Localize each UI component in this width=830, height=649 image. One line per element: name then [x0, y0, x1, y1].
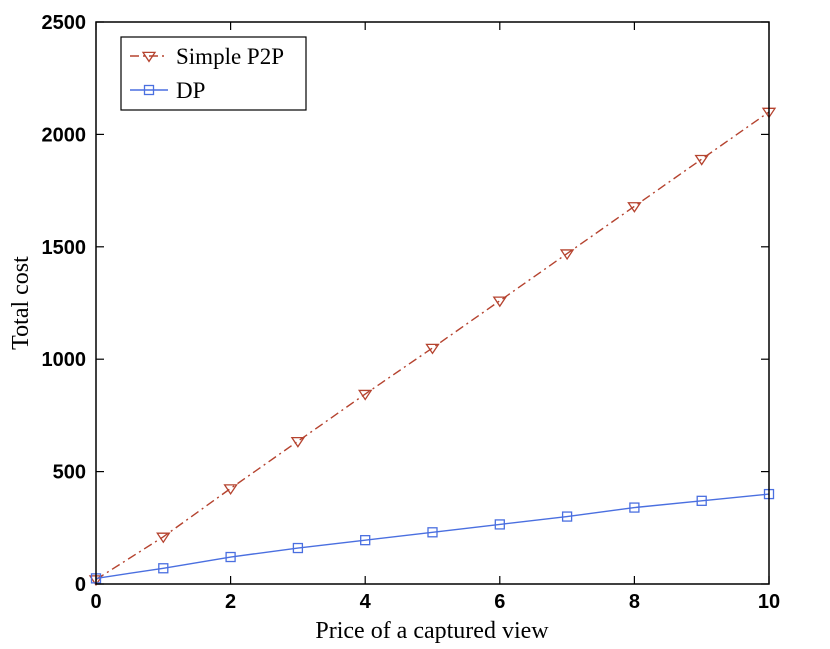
y-tick-label: 2000 [42, 124, 87, 146]
legend-label: DP [176, 78, 205, 103]
y-tick-label: 500 [53, 462, 86, 484]
data-point [360, 535, 371, 546]
series-0 [88, 107, 777, 587]
series-line [95, 493, 770, 580]
data-point [696, 495, 707, 506]
x-tick-label: 8 [629, 591, 640, 613]
x-tick-label: 4 [360, 591, 372, 613]
data-point [425, 343, 440, 355]
legend-entry: DP [130, 78, 205, 103]
data-point [427, 527, 438, 538]
data-point [290, 437, 306, 448]
x-axis-ticks: 0 2 4 6 8 10 [90, 22, 780, 613]
data-point [158, 563, 169, 574]
y-tick-label: 0 [75, 574, 86, 596]
data-point [292, 542, 304, 554]
x-axis-label: Price of a captured view [315, 618, 549, 644]
series-1 [90, 488, 775, 584]
x-tick-label: 10 [758, 591, 780, 613]
data-point [629, 502, 640, 513]
x-tick-label: 0 [90, 591, 101, 613]
data-point [357, 389, 373, 401]
legend-entry: Simple P2P [130, 44, 284, 69]
plot-frame [95, 21, 770, 585]
y-tick-label: 2500 [42, 12, 87, 34]
data-point [559, 249, 575, 261]
data-point [561, 511, 573, 522]
y-axis-ticks: 0 500 1000 1500 2000 2500 [42, 12, 769, 596]
series-layer [88, 107, 777, 587]
data-point [225, 551, 236, 563]
x-tick-label: 2 [225, 591, 236, 613]
legend-marker [141, 51, 157, 63]
data-point [494, 519, 505, 530]
legend: Simple P2P DP [120, 36, 307, 111]
data-point [156, 532, 171, 544]
legend-box [120, 36, 307, 111]
y-tick-label: 1000 [42, 349, 87, 371]
y-tick-label: 1500 [42, 237, 87, 259]
legend-label: Simple P2P [176, 44, 284, 69]
data-point [223, 484, 238, 496]
data-point [492, 296, 508, 308]
data-point [694, 154, 709, 166]
series-line [95, 111, 770, 581]
y-axis-label: Total cost [8, 256, 34, 350]
data-point [627, 202, 642, 213]
x-tick-label: 6 [494, 591, 505, 613]
legend-marker [143, 84, 155, 96]
